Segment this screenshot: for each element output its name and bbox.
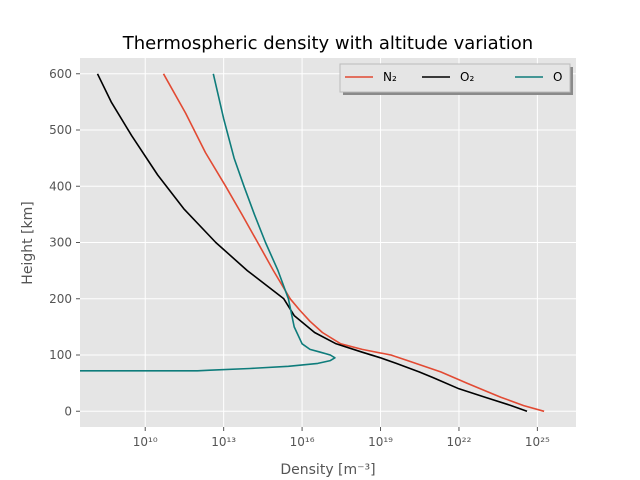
y-tick-label: 200: [49, 292, 72, 306]
chart-title: Thermospheric density with altitude vari…: [122, 33, 533, 54]
y-tick-label: 400: [49, 179, 72, 193]
y-tick-label: 100: [49, 348, 72, 362]
x-tick-label: 10²⁵: [525, 435, 550, 449]
legend: N₂ O₂ O: [340, 64, 573, 95]
x-tick-label: 10¹⁹: [368, 435, 393, 449]
y-tick-label: 300: [49, 236, 72, 250]
legend-label: N₂: [383, 70, 397, 84]
x-tick-label: 10²²: [447, 435, 472, 449]
y-tick-label: 600: [49, 67, 72, 81]
y-tick-label: 500: [49, 123, 72, 137]
legend-label: O₂: [460, 70, 474, 84]
x-tick-label: 10¹⁶: [290, 435, 315, 449]
x-tick-label: 10¹³: [211, 435, 236, 449]
legend-box: [340, 64, 570, 92]
x-tick-label: 10¹⁰: [133, 435, 158, 449]
legend-label: O: [553, 70, 562, 84]
y-axis-label: Height [km]: [20, 201, 36, 284]
y-tick-label: 0: [64, 404, 72, 418]
x-axis-label: Density [m⁻³]: [280, 462, 375, 478]
